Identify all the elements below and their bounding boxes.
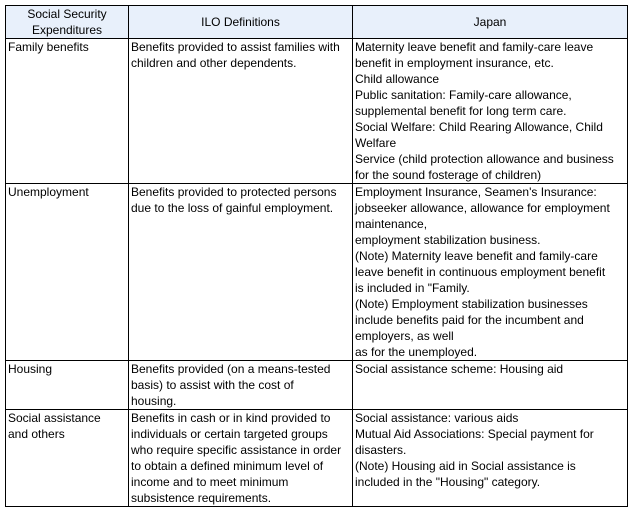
japan-cell: Maternity leave benefit and family-care … [352, 38, 628, 184]
header-japan: Japan [352, 5, 628, 39]
table-row: Housing Benefits provided (on a means-te… [5, 360, 628, 410]
table-row: Family benefits Benefits provided to ass… [5, 38, 628, 184]
social-security-table: Social Security Expenditures ILO Definit… [5, 5, 628, 507]
table-row: Social assistance and others Benefits in… [5, 409, 628, 507]
header-row: Social Security Expenditures ILO Definit… [5, 5, 628, 39]
ilo-cell: Benefits in cash or in kind provided to … [128, 409, 353, 507]
category-cell: Social assistance and others [5, 409, 129, 507]
japan-cell: Employment Insurance, Seamen's Insurance… [352, 183, 628, 361]
ilo-cell: Benefits provided to protected persons d… [128, 183, 353, 361]
ilo-cell: Benefits provided (on a means-tested bas… [128, 360, 353, 410]
table-row: Unemployment Benefits provided to protec… [5, 183, 628, 361]
japan-cell: Social assistance: various aids Mutual A… [352, 409, 628, 507]
header-expenditures: Social Security Expenditures [5, 5, 129, 39]
category-cell: Unemployment [5, 183, 129, 361]
category-cell: Family benefits [5, 38, 129, 184]
category-cell: Housing [5, 360, 129, 410]
ilo-cell: Benefits provided to assist families wit… [128, 38, 353, 184]
japan-cell: Social assistance scheme: Housing aid [352, 360, 628, 410]
header-ilo-definitions: ILO Definitions [128, 5, 353, 39]
